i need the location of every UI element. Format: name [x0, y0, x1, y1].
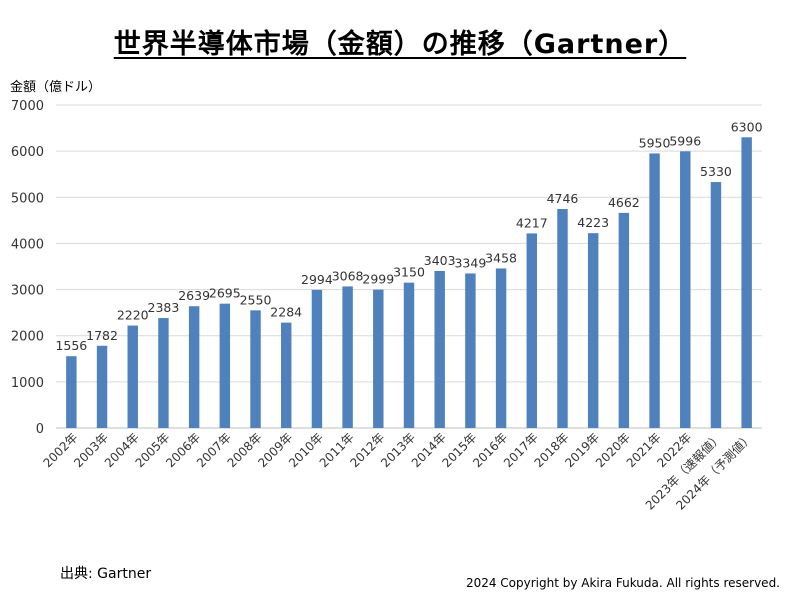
x-category-labels: 2002年2003年2004年2005年2006年2007年2008年2009年… — [40, 430, 755, 513]
y-tick-label: 1000 — [11, 376, 44, 391]
bar — [465, 273, 476, 428]
data-label: 5330 — [700, 164, 732, 179]
data-label: 4662 — [608, 195, 640, 210]
data-label: 3349 — [454, 255, 486, 270]
bar — [66, 356, 77, 428]
data-label: 3458 — [485, 250, 517, 265]
chart-title: 世界半導体市場（金額）の推移（Gartner） — [113, 29, 687, 60]
bar — [373, 289, 384, 428]
data-label: 5996 — [669, 133, 701, 148]
y-tick-label: 0 — [36, 422, 44, 437]
data-label: 1556 — [55, 338, 87, 353]
data-label: 2383 — [148, 300, 180, 315]
data-label: 2994 — [301, 272, 333, 287]
y-axis-unit-label: 金額（億ドル） — [10, 80, 102, 95]
data-label: 2220 — [117, 308, 149, 323]
data-label: 4217 — [516, 215, 548, 230]
data-label: 2550 — [240, 292, 272, 307]
copyright-note: 2024 Copyright by Akira Fukuda. All righ… — [465, 576, 780, 590]
bar — [342, 286, 353, 428]
bar — [587, 233, 599, 428]
bar — [526, 233, 538, 428]
bar — [280, 322, 292, 428]
data-label: 3403 — [424, 253, 456, 268]
data-label: 1782 — [86, 328, 118, 343]
source-note: 出典: Gartner — [60, 566, 152, 582]
y-tick-label: 4000 — [11, 237, 44, 252]
data-label: 2639 — [178, 288, 210, 303]
bar — [434, 270, 445, 428]
y-tick-label: 6000 — [11, 145, 44, 160]
data-label: 3150 — [393, 265, 425, 280]
bar — [219, 303, 231, 428]
bar — [557, 209, 568, 428]
bar — [741, 137, 752, 429]
bar — [127, 325, 138, 428]
data-label: 3068 — [332, 268, 364, 283]
bar — [618, 212, 630, 428]
data-label: 4746 — [547, 191, 579, 206]
bars — [66, 137, 752, 429]
y-tick-label: 5000 — [11, 191, 44, 206]
data-label: 2695 — [209, 286, 241, 301]
bar — [403, 282, 415, 428]
data-label: 2284 — [270, 305, 302, 320]
bar — [96, 345, 108, 428]
bar — [158, 318, 169, 428]
bar — [649, 153, 660, 428]
bar — [710, 182, 722, 428]
data-label: 2999 — [362, 272, 394, 287]
bar — [311, 289, 323, 428]
bar — [250, 310, 261, 428]
data-label: 6300 — [731, 119, 763, 134]
data-label: 5950 — [639, 135, 671, 150]
y-tick-label: 2000 — [11, 330, 44, 345]
y-tick-label: 7000 — [11, 99, 44, 114]
bar — [495, 268, 507, 428]
data-label: 4223 — [577, 215, 609, 230]
y-tick-label: 3000 — [11, 284, 44, 299]
bar — [188, 306, 200, 428]
y-tick-labels: 0 1000 2000 3000 4000 5000 6000 7000 — [11, 99, 44, 437]
bar — [680, 151, 691, 428]
